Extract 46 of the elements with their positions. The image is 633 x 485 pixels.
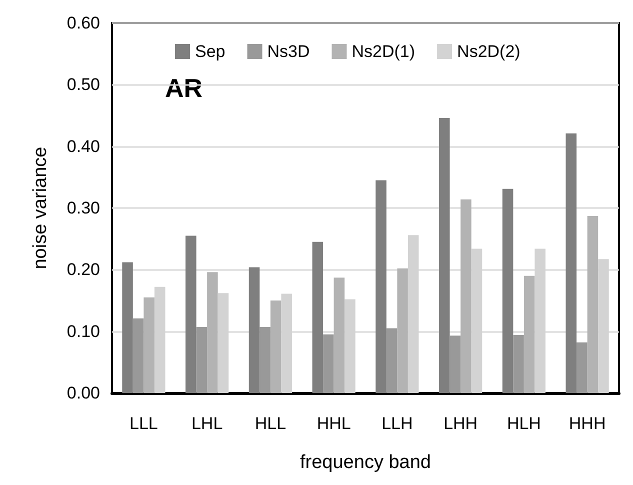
- bar: [132, 318, 144, 393]
- y-tick-label: 0.50: [66, 75, 100, 94]
- y-tick-label: 0.40: [66, 136, 100, 156]
- x-tick-label: LLL: [130, 414, 158, 433]
- x-tick-label: LHL: [191, 414, 223, 433]
- bar: [270, 300, 282, 393]
- y-tick-label: 0.10: [66, 322, 100, 341]
- bar: [524, 276, 535, 393]
- x-tick-label: LLH: [382, 414, 413, 433]
- x-tick-label: HLH: [506, 414, 541, 433]
- bar: [513, 335, 524, 393]
- y-axis-title: noise variance: [30, 146, 51, 270]
- bar: [439, 118, 450, 393]
- x-tick-label: LHH: [444, 414, 478, 433]
- bar: [144, 297, 154, 393]
- y-tick-label: 0.30: [66, 198, 100, 218]
- bar: [450, 336, 461, 393]
- legend-label: Ns3D: [267, 42, 310, 61]
- bar: [186, 236, 196, 393]
- y-tick-label: 0.60: [66, 14, 100, 32]
- bar: [576, 342, 588, 393]
- legend-label: Ns2D(2): [457, 42, 520, 61]
- bar: [460, 199, 472, 393]
- bar: [260, 327, 270, 393]
- bar: [248, 267, 260, 393]
- y-tick-label: 0.20: [66, 260, 100, 280]
- x-tick-label: HLL: [254, 414, 286, 433]
- legend-label: Ns2D(1): [352, 42, 416, 61]
- bar: [334, 278, 345, 393]
- x-tick-label: HHH: [568, 414, 606, 433]
- annotation: AR: [165, 73, 203, 103]
- bar: [376, 180, 386, 393]
- bar: [397, 268, 408, 393]
- legend-label: Sep: [195, 42, 226, 61]
- bar: [196, 327, 208, 393]
- x-axis-title: frequency band: [300, 452, 431, 473]
- bar: [566, 133, 577, 393]
- bar: [386, 328, 398, 393]
- bar: [312, 242, 324, 393]
- bar: [587, 216, 598, 393]
- bar: [502, 188, 514, 393]
- x-tick-label: HHL: [316, 414, 351, 433]
- bar: [122, 262, 133, 393]
- y-tick-label: 0.00: [66, 384, 100, 402]
- bar: [207, 272, 218, 393]
- bar: [323, 334, 334, 393]
